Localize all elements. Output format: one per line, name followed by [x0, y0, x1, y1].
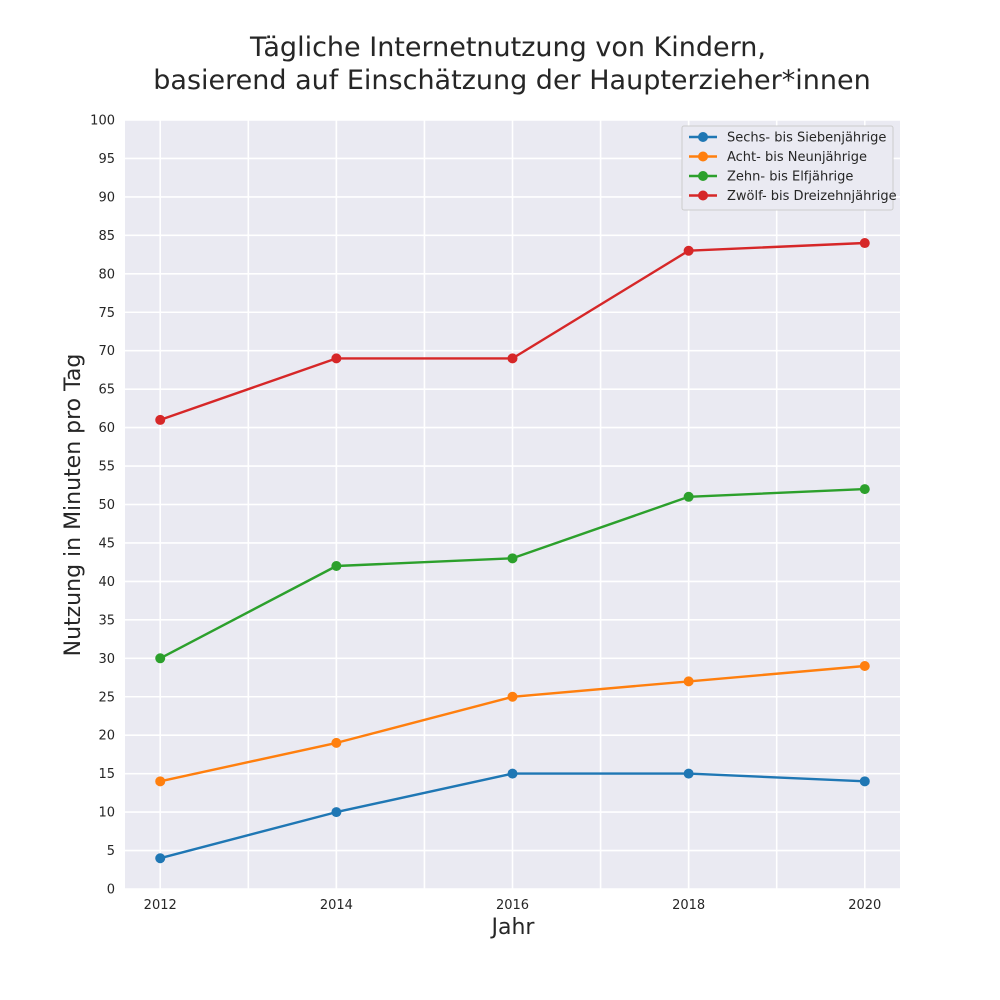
legend-marker	[698, 151, 708, 162]
data-point	[331, 807, 342, 818]
x-tick-label: 2018	[672, 898, 705, 913]
data-point	[331, 353, 342, 364]
y-tick-label: 55	[98, 460, 115, 475]
series-3	[155, 238, 870, 425]
y-tick-label: 95	[98, 152, 115, 167]
x-tick-label: 2014	[320, 898, 353, 913]
x-axis-label: Jahr	[490, 915, 536, 940]
y-tick-label: 30	[98, 652, 115, 667]
data-point	[155, 414, 166, 425]
data-point	[859, 484, 870, 495]
data-point	[859, 238, 870, 249]
y-tick-label: 10	[98, 806, 115, 821]
x-tick-labels: 2012 2014 2016 2018 2020	[144, 898, 882, 913]
data-point	[683, 491, 694, 502]
y-tick-label: 50	[98, 498, 115, 513]
y-tick-label: 0	[107, 883, 115, 898]
data-point	[683, 676, 694, 687]
y-tick-labels: 0 5 10 15 20 25 30 35 40 45 50 55 60 65 70 75 80 85 90 95 10…	[90, 114, 115, 898]
data-point	[331, 561, 342, 572]
y-tick-label: 15	[98, 767, 115, 782]
y-tick-label: 75	[98, 306, 115, 321]
legend-box	[681, 125, 894, 211]
y-tick-label: 25	[98, 690, 115, 705]
data-point	[859, 660, 870, 671]
x-tick-label: 2020	[848, 898, 881, 913]
series-2	[155, 484, 870, 664]
x-tick-label: 2016	[496, 898, 529, 913]
y-axis-label: Nutzung in Minuten pro Tag	[61, 354, 86, 657]
legend-marker	[698, 190, 708, 201]
legend-entry: Zehn- bis Elfjährige	[727, 170, 853, 185]
data-point	[507, 691, 518, 702]
data-point	[683, 768, 694, 779]
legend-marker	[698, 132, 708, 142]
data-point	[155, 853, 166, 864]
series-lines	[155, 238, 870, 864]
data-point	[859, 776, 870, 787]
y-tick-label: 65	[98, 383, 115, 398]
series-1	[155, 660, 870, 787]
legend-marker	[698, 171, 708, 181]
series-0	[155, 768, 870, 864]
data-point	[155, 776, 166, 787]
data-point	[507, 353, 518, 364]
chart-title-line1: Tägliche Internetnutzung von Kindern,	[249, 32, 766, 63]
y-tick-label: 90	[98, 190, 115, 205]
y-tick-label: 100	[90, 114, 115, 129]
legend-entry: Sechs- bis Siebenjährige	[727, 131, 886, 146]
y-tick-label: 35	[98, 613, 115, 628]
y-tick-label: 85	[98, 229, 115, 244]
y-tick-label: 80	[98, 267, 115, 282]
y-tick-label: 20	[98, 729, 115, 744]
y-tick-label: 45	[98, 536, 115, 551]
data-point	[331, 737, 342, 748]
legend: Sechs- bis Siebenjährige Acht- bis Neunjä…	[681, 125, 897, 211]
data-point	[683, 245, 694, 256]
y-tick-label: 60	[98, 421, 115, 436]
chart-title-line2: basierend auf Einschätzung der Haupterzi…	[153, 65, 870, 96]
y-tick-label: 5	[107, 844, 115, 859]
data-point	[507, 553, 518, 564]
y-tick-label: 40	[98, 575, 115, 590]
data-point	[507, 768, 518, 779]
x-tick-label: 2012	[144, 898, 177, 913]
legend-entry: Zwölf- bis Dreizehnjährige	[727, 189, 897, 204]
y-tick-label: 70	[98, 344, 115, 359]
legend-entry: Acht- bis Neunjährige	[727, 150, 867, 165]
data-point	[155, 653, 166, 664]
